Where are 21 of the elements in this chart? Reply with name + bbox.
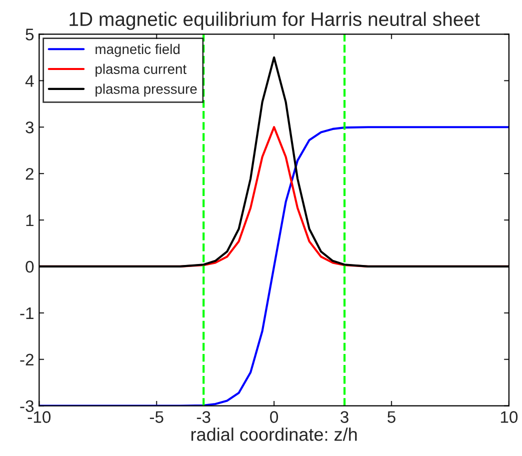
legend-label: magnetic field: [96, 44, 180, 57]
x-tick-label: 0: [270, 411, 278, 423]
x-axis-title: radial coordinate: z/h: [191, 428, 357, 441]
x-tick-label: -5: [150, 411, 164, 423]
legend-label: plasma current: [96, 64, 186, 77]
y-tick-label: -3: [20, 400, 34, 412]
x-tick-label: -10: [28, 411, 51, 423]
x-tick-label: 5: [388, 411, 396, 423]
legend-label: plasma pressure: [96, 84, 197, 97]
y-tick-label: 0: [26, 260, 34, 273]
y-tick-label: 1: [26, 214, 34, 226]
x-tick-label: 10: [500, 411, 518, 423]
y-tick-label: -2: [20, 354, 34, 366]
x-tick-label: 3: [340, 411, 348, 423]
x-tick-label: -3: [196, 411, 210, 423]
y-tick-label: -1: [20, 308, 34, 319]
y-tick-label: 3: [26, 122, 34, 134]
y-tick-label: 2: [26, 168, 34, 180]
chart-title: 1D magnetic equilibrium for Harris neutral sheet: [70, 12, 480, 30]
y-tick-label: 4: [25, 75, 34, 87]
y-tick-label: 5: [26, 28, 34, 40]
